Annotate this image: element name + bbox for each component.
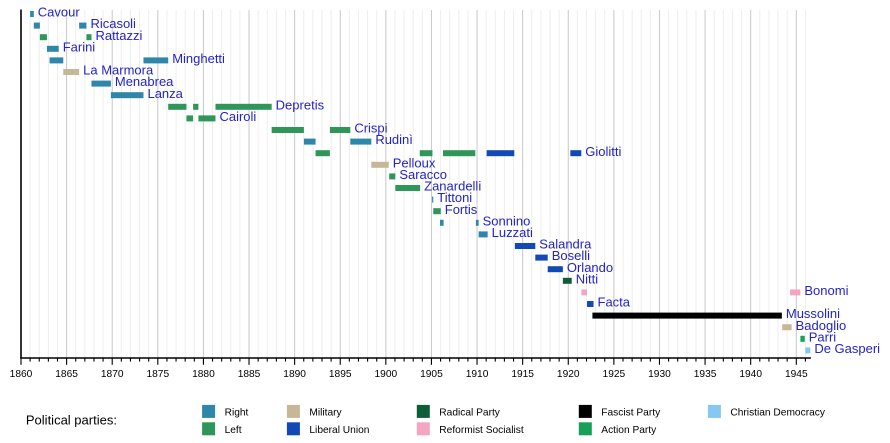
svg-text:Badoglio: Badoglio [796,318,847,333]
svg-text:Christian Democracy: Christian Democracy [730,408,825,419]
svg-text:Mussolini: Mussolini [786,306,840,321]
svg-text:Lanza: Lanza [147,86,183,101]
svg-text:Cavour: Cavour [38,5,81,20]
svg-text:Depretis: Depretis [276,97,325,112]
svg-text:1885: 1885 [238,369,261,380]
svg-text:Boselli: Boselli [552,248,590,263]
svg-text:Facta: Facta [598,295,631,310]
svg-text:Menabrea: Menabrea [115,74,174,89]
svg-text:1870: 1870 [101,369,124,380]
svg-text:Farini: Farini [63,39,96,54]
svg-text:Ricasoli: Ricasoli [90,16,136,31]
svg-text:Cairoli: Cairoli [219,109,256,124]
svg-text:Sonnino: Sonnino [483,213,531,228]
svg-text:1895: 1895 [329,369,352,380]
svg-text:La Marmora: La Marmora [83,63,154,78]
svg-text:Right: Right [225,408,249,419]
svg-text:1935: 1935 [694,369,717,380]
svg-text:1910: 1910 [466,369,489,380]
svg-text:Liberal Union: Liberal Union [309,425,369,436]
svg-text:Tittoni: Tittoni [437,190,472,205]
svg-text:Rattazzi: Rattazzi [95,28,142,43]
svg-text:1930: 1930 [648,369,671,380]
svg-text:Fascist Party: Fascist Party [601,408,661,419]
svg-text:Rudinì: Rudinì [375,132,413,147]
svg-text:De Gasperi: De Gasperi [814,341,880,356]
svg-text:1860: 1860 [10,369,33,380]
svg-text:Saracco: Saracco [399,167,447,182]
svg-text:Salandra: Salandra [539,237,592,252]
svg-text:Crispi: Crispi [354,121,387,136]
svg-text:1945: 1945 [785,369,808,380]
svg-text:Left: Left [225,425,242,436]
svg-text:Parri: Parri [809,329,837,344]
svg-text:1900: 1900 [375,369,398,380]
svg-text:1905: 1905 [420,369,443,380]
svg-text:Reformist Socialist: Reformist Socialist [439,425,524,436]
svg-text:1875: 1875 [146,369,169,380]
svg-text:Military: Military [309,408,342,419]
svg-text:Radical Party: Radical Party [439,408,500,419]
svg-text:1915: 1915 [511,369,534,380]
svg-text:1920: 1920 [557,369,580,380]
svg-text:Pelloux: Pelloux [393,155,436,170]
svg-text:Luzzati: Luzzati [492,225,533,240]
svg-text:1880: 1880 [192,369,215,380]
svg-text:Minghetti: Minghetti [172,51,225,66]
svg-text:Action Party: Action Party [601,425,657,436]
svg-text:Giolitti: Giolitti [585,144,621,159]
svg-text:1890: 1890 [283,369,306,380]
svg-text:Nitti: Nitti [576,271,599,286]
svg-text:1940: 1940 [739,369,762,380]
svg-text:1865: 1865 [55,369,78,380]
svg-text:Zanardelli: Zanardelli [424,179,481,194]
svg-text:Orlando: Orlando [567,260,613,275]
svg-text:Fortis: Fortis [445,202,478,217]
svg-text:Political parties:: Political parties: [26,413,117,428]
svg-text:Bonomi: Bonomi [804,283,848,298]
svg-text:1925: 1925 [603,369,626,380]
